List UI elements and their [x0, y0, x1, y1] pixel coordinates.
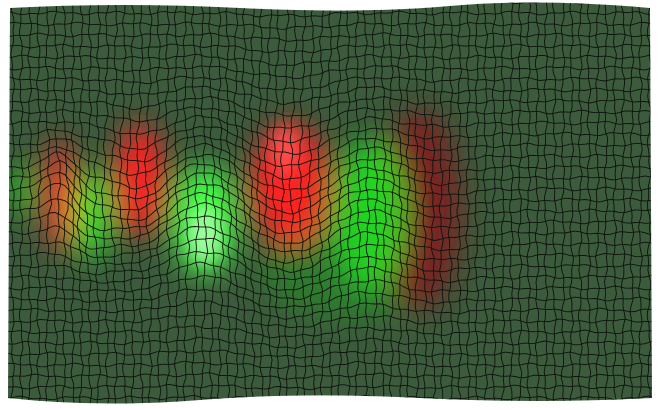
surface-plot [0, 0, 660, 410]
mesh-line [2, 0, 6, 408]
surface [0, 0, 660, 410]
